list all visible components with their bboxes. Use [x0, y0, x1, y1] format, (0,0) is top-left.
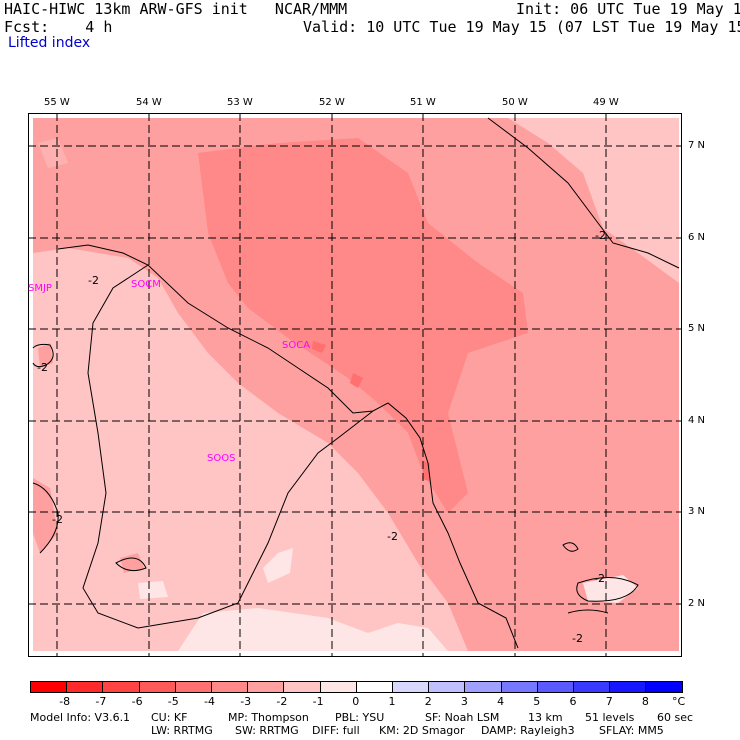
colorbar-cell: [500, 681, 538, 693]
colorbar-cell: [247, 681, 285, 693]
contour-label: -2: [88, 274, 99, 287]
footer-mp: MP: Thompson: [228, 711, 309, 724]
lifted-index-map: [28, 113, 682, 657]
contour-label: -2: [572, 632, 583, 645]
contour-label: -2: [37, 361, 48, 374]
footer-diff: DIFF: full: [312, 724, 360, 737]
lon-label-52w: 52 W: [319, 97, 345, 108]
colorbar-cell: [102, 681, 140, 693]
footer-pbl: PBL: YSU: [335, 711, 385, 724]
colorbar-cell: [319, 681, 357, 693]
colorbar-tick-label: 8: [641, 695, 649, 708]
contour-label: -2: [594, 572, 605, 585]
colorbar-cell: [392, 681, 430, 693]
colorbar-tick-label: 0: [352, 695, 360, 708]
colorbar-cell: [30, 681, 68, 693]
colorbar-tick-label: -2: [276, 695, 288, 708]
colorbar-tick-label: -3: [240, 695, 252, 708]
colorbar-cell: [645, 681, 683, 693]
contour-label: -2: [387, 530, 398, 543]
lon-label-49w: 49 W: [593, 97, 619, 108]
footer-sw: SW: RRTMG: [235, 724, 299, 737]
valid-time: Valid: 10 UTC Tue 19 May 15 (07 LST Tue …: [303, 18, 740, 36]
field-name: Lifted index: [8, 35, 91, 51]
footer-sf: SF: Noah LSM: [425, 711, 500, 724]
colorbar-cell: [536, 681, 574, 693]
colorbar-cell: [211, 681, 249, 693]
colorbar-tick-label: -8: [59, 695, 71, 708]
lat-label-4n: 4 N: [688, 415, 706, 426]
lat-label-7n: 7 N: [688, 140, 706, 151]
colorbar-tick-label: -6: [131, 695, 143, 708]
colorbar-tick-label: -5: [167, 695, 179, 708]
contour-label: -2: [595, 229, 606, 242]
colorbar-tick-label: 7: [605, 695, 613, 708]
lon-label-50w: 50 W: [502, 97, 528, 108]
colorbar-tick-label: -4: [204, 695, 215, 708]
lat-label-2n: 2 N: [688, 598, 706, 609]
lat-label-5n: 5 N: [688, 323, 706, 334]
colorbar-cell: [464, 681, 502, 693]
footer-levels: 51 levels: [585, 711, 635, 724]
colorbar-unit: °C: [672, 695, 686, 708]
header-title: HAIC-HIWC 13km ARW-GFS init NCAR/MMM: [4, 0, 348, 18]
colorbar-tick-label: 3: [460, 695, 468, 708]
footer-model-info: Model Info: V3.6.1: [30, 711, 131, 724]
lat-label-6n: 6 N: [688, 232, 706, 243]
footer-sflay: SFLAY: MM5: [599, 724, 664, 737]
colorbar-cell: [138, 681, 176, 693]
colorbar-cell: [66, 681, 104, 693]
footer-lw: LW: RRTMG: [151, 724, 213, 737]
lon-label-54w: 54 W: [136, 97, 162, 108]
colorbar-cell: [283, 681, 321, 693]
colorbar-tick-label: 1: [388, 695, 396, 708]
footer-cu: CU: KF: [151, 711, 188, 724]
lon-label-53w: 53 W: [227, 97, 253, 108]
footer-resolution: 13 km: [528, 711, 563, 724]
colorbar-tick-label: 6: [569, 695, 577, 708]
colorbar-cell: [355, 681, 393, 693]
colorbar-cell: [428, 681, 466, 693]
station-label: SMJP: [28, 283, 52, 294]
colorbar-tick-label: 5: [533, 695, 541, 708]
station-label: SOCA: [282, 340, 311, 351]
colorbar-cell: [609, 681, 647, 693]
station-label: SOCM: [131, 279, 161, 290]
contour-label: -2: [52, 513, 63, 526]
lon-label-55w: 55 W: [44, 97, 70, 108]
colorbar-cell: [174, 681, 212, 693]
footer-km: KM: 2D Smagor: [379, 724, 465, 737]
footer-damp: DAMP: Rayleigh3: [481, 724, 575, 737]
station-label: SOOS: [207, 453, 236, 464]
init-time: Init: 06 UTC Tue 19 May 15: [516, 0, 740, 18]
colorbar-tick-label: -7: [95, 695, 107, 708]
footer-timestep: 60 sec: [657, 711, 694, 724]
colorbar-cell: [573, 681, 611, 693]
colorbar-tick-label: 4: [497, 695, 505, 708]
lon-label-51w: 51 W: [410, 97, 436, 108]
colorbar-tick-label: -1: [312, 695, 324, 708]
forecast-hour: Fcst: 4 h: [4, 18, 113, 36]
lat-label-3n: 3 N: [688, 506, 706, 517]
colorbar-tick-label: 2: [424, 695, 432, 708]
